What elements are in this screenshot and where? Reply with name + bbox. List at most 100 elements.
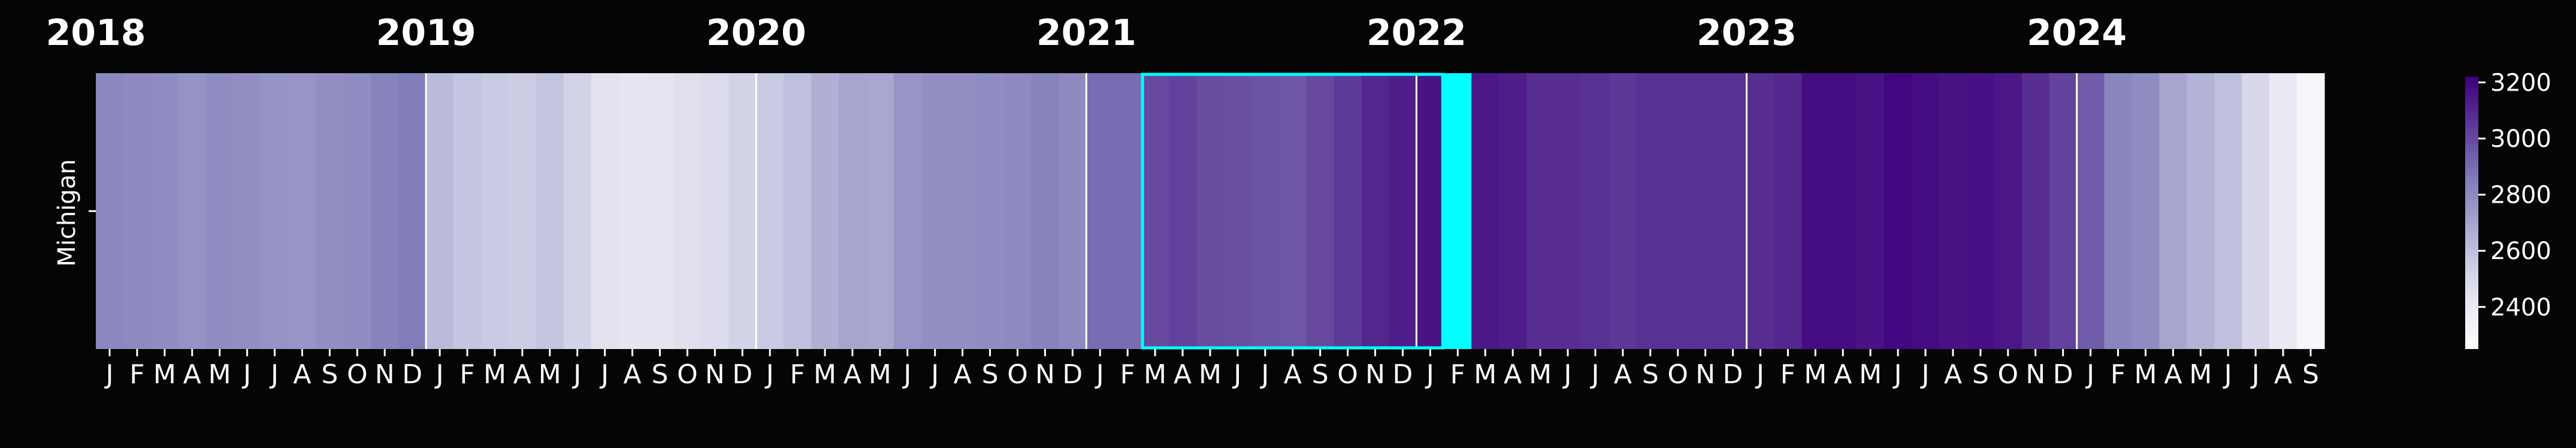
month-tick-label: N bbox=[705, 359, 725, 390]
month-tick-label: F bbox=[2111, 359, 2125, 390]
month-tick-label: A bbox=[1614, 359, 1632, 390]
heatmap-cell-2019-12 bbox=[728, 73, 757, 349]
heatmap-cell-2018-02 bbox=[123, 73, 152, 349]
month-tick-label: J bbox=[1892, 359, 1902, 390]
month-tick-label: A bbox=[2274, 359, 2292, 390]
heatmap-cell-2023-05 bbox=[1857, 73, 1885, 349]
month-tick-label: J bbox=[929, 359, 939, 390]
month-tick-label: F bbox=[1450, 359, 1465, 390]
month-tick-label: S bbox=[1312, 359, 1329, 390]
heatmap-cell-2020-03 bbox=[811, 73, 839, 349]
month-tick-label: D bbox=[1393, 359, 1413, 390]
year-label: 2020 bbox=[706, 12, 806, 54]
month-tick-label: A bbox=[1834, 359, 1852, 390]
heatmap-cell-2024-05 bbox=[2187, 73, 2215, 349]
month-tick-label: M bbox=[2189, 359, 2212, 390]
month-tick-label: A bbox=[1174, 359, 1192, 390]
year-label: 2022 bbox=[1366, 12, 1467, 54]
month-tick-label: D bbox=[732, 359, 752, 390]
month-tick-label: N bbox=[1035, 359, 1055, 390]
month-tick-label: O bbox=[677, 359, 698, 390]
heatmap-cell-2020-09 bbox=[976, 73, 1005, 349]
heatmap-cell-2020-11 bbox=[1031, 73, 1060, 349]
heatmap-cell-2024-07 bbox=[2242, 73, 2270, 349]
heatmap-cell-2019-09 bbox=[646, 73, 675, 349]
month-tick-label: J bbox=[104, 359, 113, 390]
month-tick-label: F bbox=[459, 359, 474, 390]
heatmap-cell-2023-12 bbox=[2049, 73, 2078, 349]
heatmap-cell-2023-07 bbox=[1912, 73, 1940, 349]
month-tick-label: A bbox=[183, 359, 201, 390]
heatmap-cell-2019-05 bbox=[536, 73, 564, 349]
colorbar-tick-label: 2600 bbox=[2490, 237, 2551, 265]
heatmap-cell-2022-11 bbox=[1691, 73, 1720, 349]
month-tick-label: F bbox=[1780, 359, 1795, 390]
month-tick-label: S bbox=[652, 359, 669, 390]
month-tick-label: S bbox=[982, 359, 999, 390]
month-tick-label: S bbox=[2302, 359, 2319, 390]
month-tick-label: M bbox=[153, 359, 176, 390]
heatmap-cell-2023-03 bbox=[1801, 73, 1830, 349]
month-tick-label: O bbox=[1998, 359, 2019, 390]
heatmap-cell-2022-05 bbox=[1526, 73, 1555, 349]
month-tick-label: J bbox=[1259, 359, 1269, 390]
heatmap-cell-2024-08 bbox=[2269, 73, 2297, 349]
heatmap-cell-2023-04 bbox=[1829, 73, 1857, 349]
month-tick-label: O bbox=[1007, 359, 1028, 390]
heatmap-cell-2019-04 bbox=[508, 73, 537, 349]
month-tick-label: A bbox=[624, 359, 642, 390]
heatmap-cell-2020-01 bbox=[756, 73, 784, 349]
heatmap-cell-2021-01 bbox=[1086, 73, 1114, 349]
month-tick-label: J bbox=[2085, 359, 2094, 390]
month-tick-label: M bbox=[1474, 359, 1496, 390]
month-tick-label: F bbox=[790, 359, 805, 390]
month-tick-label: J bbox=[1095, 359, 1104, 390]
heatmap-cell-2019-10 bbox=[673, 73, 702, 349]
heatmap-cell-2022-07 bbox=[1582, 73, 1610, 349]
heatmap-cell-2018-08 bbox=[288, 73, 317, 349]
heatmap-cell-2021-12 bbox=[1389, 73, 1417, 349]
month-tick-label: N bbox=[1695, 359, 1715, 390]
month-tick-label: S bbox=[1972, 359, 1989, 390]
month-tick-label: J bbox=[764, 359, 774, 390]
month-tick-label: M bbox=[814, 359, 836, 390]
year-labels: 2018 2019 2020 2021 2022 2023 2024 bbox=[46, 12, 2127, 54]
heatmap-cell-2024-03 bbox=[2131, 73, 2160, 349]
colorbar-gradient bbox=[2465, 77, 2478, 349]
year-label: 2019 bbox=[376, 12, 476, 54]
year-label: 2023 bbox=[1697, 12, 1797, 54]
month-tick-label: J bbox=[1232, 359, 1241, 390]
heatmap-cell-2022-12 bbox=[1719, 73, 1747, 349]
heatmap-cell-2018-07 bbox=[261, 73, 289, 349]
heatmap-cell-2022-06 bbox=[1554, 73, 1582, 349]
colorbar-tick-label: 3200 bbox=[2490, 69, 2551, 97]
month-tick-label: N bbox=[375, 359, 395, 390]
month-tick-label: S bbox=[321, 359, 338, 390]
heatmap-cell-2021-09 bbox=[1306, 73, 1335, 349]
heatmap-cell-2020-07 bbox=[921, 73, 950, 349]
heatmap-cell-2022-04 bbox=[1499, 73, 1527, 349]
month-tick-label: M bbox=[869, 359, 891, 390]
heatmap-cell-2018-11 bbox=[371, 73, 399, 349]
month-tick-label: M bbox=[483, 359, 506, 390]
heatmap-cell-2020-12 bbox=[1059, 73, 1087, 349]
heatmap-cell-2024-02 bbox=[2104, 73, 2133, 349]
heatmap-cell-2021-02 bbox=[1114, 73, 1142, 349]
heatmap-cell-2021-03 bbox=[1141, 73, 1169, 349]
month-tick-label: O bbox=[1337, 359, 1358, 390]
heatmap-cell-2018-01 bbox=[96, 73, 124, 349]
year-label: 2024 bbox=[2027, 12, 2127, 54]
heatmap-cell-2018-05 bbox=[205, 73, 234, 349]
heatmap-cell-2021-07 bbox=[1251, 73, 1280, 349]
month-tick-label: N bbox=[1365, 359, 1385, 390]
month-tick-label: J bbox=[572, 359, 581, 390]
month-tick-label: D bbox=[402, 359, 422, 390]
heatmap-cell-2020-04 bbox=[839, 73, 867, 349]
month-tick-label: M bbox=[1804, 359, 1827, 390]
month-tick-label: M bbox=[2134, 359, 2157, 390]
colorbar-tick-label: 3000 bbox=[2490, 125, 2551, 153]
month-tick-label: J bbox=[1920, 359, 1930, 390]
heatmap-cell-2024-01 bbox=[2076, 73, 2105, 349]
